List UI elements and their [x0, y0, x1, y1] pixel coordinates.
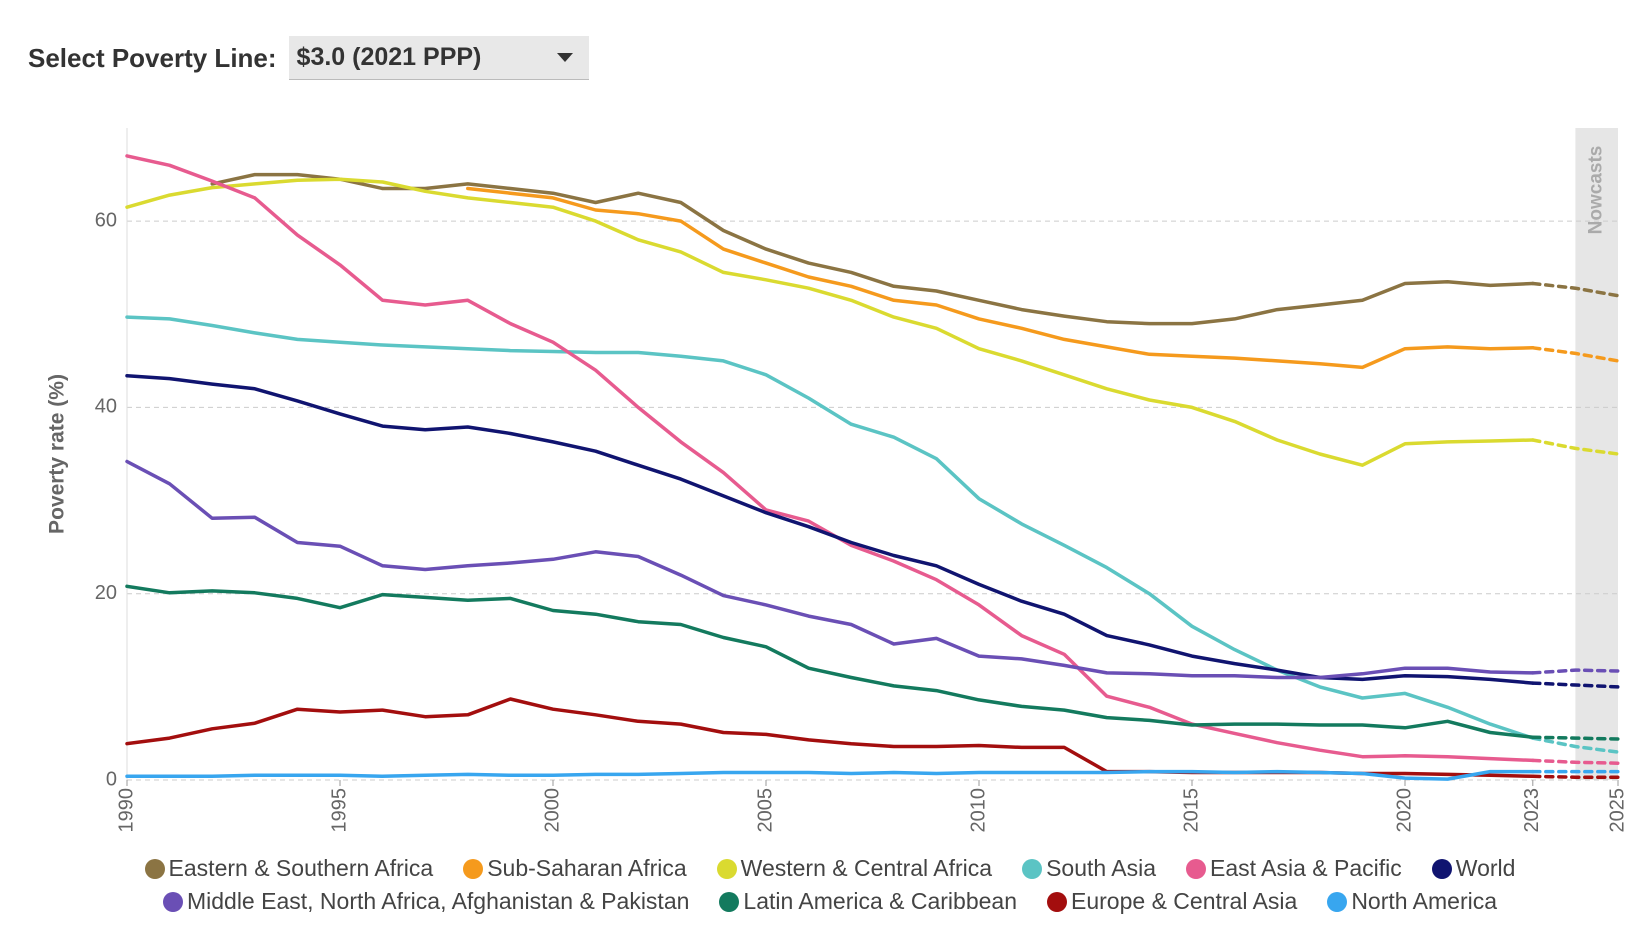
x-tick-label: 1990	[115, 788, 137, 833]
x-tick-label: 2025	[1606, 788, 1628, 833]
legend-label: World	[1455, 855, 1516, 881]
legend-item[interactable]: South Asia	[1022, 855, 1156, 882]
legend-item[interactable]: Latin America & Caribbean	[719, 888, 1017, 915]
series-line	[125, 177, 1535, 467]
series-line-nowcast	[1531, 774, 1620, 779]
y-tick-label: 60	[95, 209, 117, 231]
y-tick-label: 40	[95, 396, 117, 418]
poverty-line-dropdown[interactable]: $3.0 (2021 PPP)	[288, 36, 589, 80]
series-line-nowcast	[1531, 438, 1620, 456]
x-tick-label: 2020	[1393, 788, 1415, 833]
x-tick-label: 2015	[1180, 788, 1202, 833]
legend-label: East Asia & Pacific	[1210, 855, 1402, 881]
legend-label: Sub-Saharan Africa	[487, 855, 687, 881]
control-label: Select Poverty Line:	[28, 42, 277, 73]
series-line	[125, 315, 1535, 740]
dropdown-arrow	[556, 52, 573, 62]
series-line	[466, 186, 1535, 370]
x-tick-label: 2023	[1521, 788, 1543, 833]
series-line	[210, 172, 1535, 326]
legend-swatch	[1327, 891, 1348, 912]
legend-item[interactable]: Sub-Saharan Africa	[463, 855, 687, 882]
dropdown-value: $3.0 (2021 PPP)	[296, 43, 482, 71]
legend-swatch	[1431, 858, 1452, 879]
series-line-nowcast	[1531, 668, 1620, 675]
series-line-nowcast	[1531, 281, 1620, 298]
legend-item[interactable]: Europe & Central Asia	[1047, 888, 1297, 915]
series-line-nowcast	[1531, 736, 1620, 754]
legend-item[interactable]: East Asia & Pacific	[1186, 855, 1402, 882]
series-line	[125, 154, 1535, 763]
legend-swatch	[1047, 891, 1068, 912]
legend-swatch	[162, 891, 183, 912]
legend-label: Middle East, North Africa, Afghanistan &…	[186, 888, 690, 914]
y-tick-label: 20	[95, 582, 117, 604]
legend-swatch	[1186, 858, 1207, 879]
legend-label: Europe & Central Asia	[1071, 888, 1298, 914]
x-tick-label: 2005	[754, 788, 776, 833]
series-line-nowcast	[1531, 346, 1620, 363]
legend-item[interactable]: Middle East, North Africa, Afghanistan &…	[162, 888, 690, 915]
legend-item[interactable]: Eastern & Southern Africa	[144, 855, 434, 882]
legend-item[interactable]: Western & Central Africa	[716, 855, 993, 882]
legend-swatch	[144, 858, 165, 879]
series-line-nowcast	[1531, 758, 1620, 765]
legend: Eastern & Southern Africa Sub-Saharan Afr…	[80, 855, 1580, 915]
legend-swatch	[716, 858, 737, 879]
chart: Nowcasts 0 20 40 60 Poverty rate (%) 1990 1995 2…	[46, 128, 1628, 833]
series-line	[125, 697, 1535, 779]
y-tick-label: 0	[106, 768, 117, 790]
series-line	[125, 584, 1535, 739]
legend-item[interactable]: North America	[1327, 888, 1497, 915]
legend-item[interactable]: World	[1431, 855, 1516, 882]
y-axis-label: Poverty rate (%)	[46, 374, 69, 534]
series-lines	[125, 154, 1620, 781]
legend-label: Western & Central Africa	[740, 855, 993, 881]
legend-swatch	[1022, 858, 1043, 879]
legend-label: Latin America & Caribbean	[743, 888, 1018, 914]
legend-swatch	[719, 891, 740, 912]
poverty-line-control: Select Poverty Line: $3.0 (2021 PPP)	[28, 36, 589, 80]
nowcast-label: Nowcasts	[1586, 146, 1607, 235]
legend-label: North America	[1351, 888, 1498, 914]
legend-label: Eastern & Southern Africa	[168, 855, 434, 881]
series-line	[125, 374, 1535, 685]
series-line	[125, 459, 1535, 680]
x-tick-label: 2000	[541, 788, 563, 833]
series-line-nowcast	[1531, 735, 1620, 741]
series-line	[125, 769, 1535, 781]
legend-label: South Asia	[1046, 855, 1157, 881]
legend-swatch	[463, 858, 484, 879]
x-tick-label: 1995	[328, 788, 350, 833]
x-tick-label: 2010	[967, 788, 989, 833]
series-line-nowcast	[1531, 681, 1620, 689]
